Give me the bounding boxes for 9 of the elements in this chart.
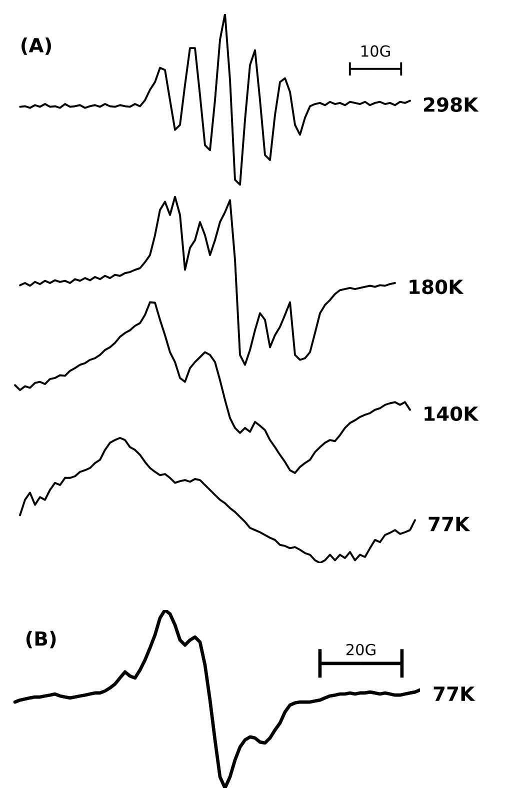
series-label: 180K — [410, 280, 464, 294]
series-label: 298K — [424, 97, 479, 112]
series-label: 77K — [434, 686, 476, 701]
series-label: 140K — [424, 406, 479, 422]
annotation: 10G — [362, 45, 390, 57]
series-label: 77K — [428, 516, 470, 532]
text: (B) — [26, 630, 56, 648]
text: (A) — [22, 38, 51, 55]
annotation: 20G — [346, 644, 376, 656]
